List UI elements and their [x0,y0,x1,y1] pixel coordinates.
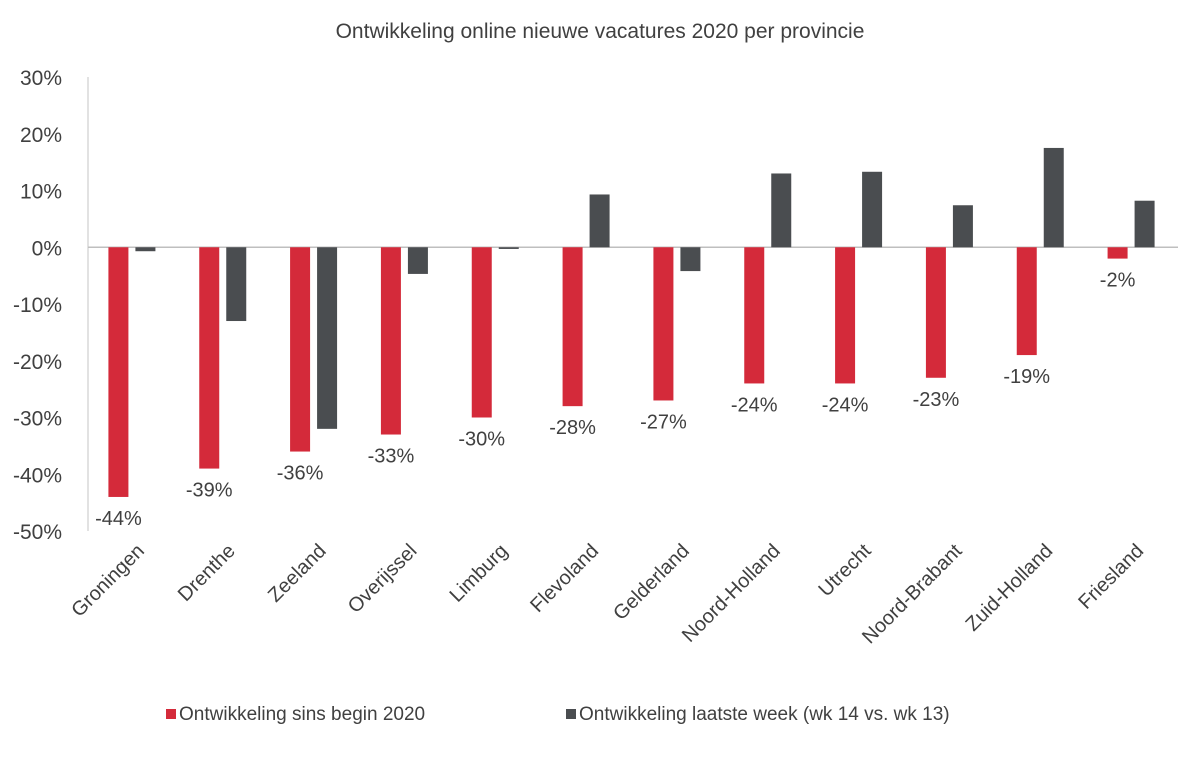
legend-label: Ontwikkeling laatste week (wk 14 vs. wk … [579,704,950,725]
bar-since-2020 [199,247,220,469]
bar-since-2020 [108,247,129,497]
x-tick-label: Utrecht [814,540,875,601]
data-label: -28% [549,417,596,439]
bar-since-2020 [562,247,583,407]
y-tick-label: 30% [20,67,62,90]
x-tick-label: Friesland [1074,540,1148,614]
data-label: -2% [1100,270,1136,292]
x-tick-label: Flevoland [526,540,603,617]
y-tick-label: 0% [32,237,62,260]
y-axis: 30% 20% 10% 0% -10% -20% -30% -40% -50% [13,67,1178,544]
legend-label: Ontwikkeling sins begin 2020 [179,704,425,725]
bar-last-week [498,247,519,249]
bar-last-week [952,205,973,248]
bar-since-2020 [1016,247,1037,356]
legend: Ontwikkeling sins begin 2020 Ontwikkeling… [166,704,950,725]
data-label: -36% [277,463,324,485]
bar-since-2020 [471,247,492,418]
legend-swatch [166,709,176,719]
y-tick-label: -20% [13,351,62,374]
bar-since-2020 [835,247,856,384]
bar-last-week [862,171,883,248]
x-axis-labels: Groningen Drenthe Zeeland Overijssel Limburg… [67,540,1148,649]
data-label: -44% [95,508,142,530]
x-tick-label: Overijssel [344,540,422,618]
data-label: -33% [368,446,415,468]
data-label: -19% [1003,366,1050,388]
data-label: -23% [913,389,960,411]
x-tick-label: Zuid-Holland [962,540,1058,636]
data-label: -39% [186,480,233,502]
data-label: -24% [731,394,778,416]
y-tick-label: -40% [13,464,62,487]
chart-title: Ontwikkeling online nieuwe vacatures 202… [336,20,865,43]
bar-since-2020 [1107,247,1128,259]
y-tick-label: -10% [13,294,62,317]
bar-since-2020 [744,247,765,384]
bar-last-week [771,173,792,248]
bar-last-week [407,247,428,274]
bar-since-2020 [925,247,946,378]
bars: -44% -39% -36% -33% -30% -28% -27% -24% -24% -23%… [95,147,1155,530]
bar-last-week [680,247,701,272]
x-tick-label: Drenthe [174,540,240,606]
x-tick-label: Groningen [67,540,149,622]
x-tick-label: Zeeland [264,540,331,607]
bar-since-2020 [380,247,401,435]
bar-since-2020 [653,247,674,401]
legend-swatch [566,709,576,719]
y-tick-label: 20% [20,124,62,147]
bar-last-week [317,247,338,429]
y-tick-label: -30% [13,408,62,431]
data-label: -24% [822,394,869,416]
x-tick-label: Limburg [446,540,513,607]
bar-since-2020 [290,247,311,452]
bar-last-week [589,194,610,248]
x-tick-label: Gelderland [609,540,694,625]
y-tick-label: 10% [20,181,62,204]
x-tick-label: Noord-Holland [678,540,785,647]
bar-last-week [135,247,156,252]
y-tick-label: -50% [13,521,62,544]
bar-last-week [1043,147,1064,248]
data-label: -30% [458,429,505,451]
data-label: -27% [640,411,687,433]
bar-last-week [226,247,247,322]
bar-last-week [1134,200,1155,248]
